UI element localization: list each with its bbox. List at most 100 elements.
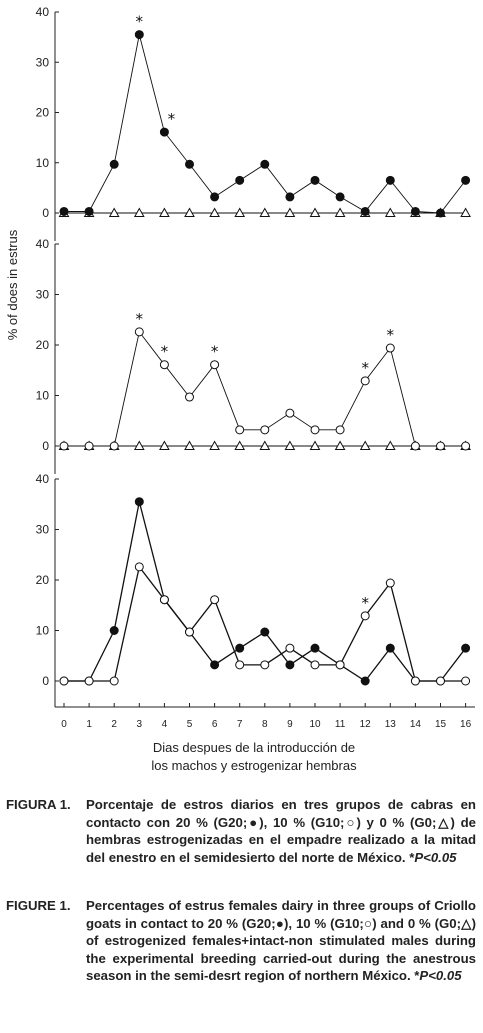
- data-point: [285, 408, 295, 418]
- data-point: [260, 159, 270, 169]
- data-point: [410, 676, 420, 686]
- data-point: [460, 207, 471, 217]
- series-line-filled-circle: [64, 501, 467, 682]
- data-point: [461, 441, 471, 451]
- x-tick-label: 3: [137, 719, 143, 730]
- x-tick-label: 8: [262, 719, 268, 730]
- y-tick-label: 0: [42, 206, 49, 220]
- panel-1: 0 10 20 30 40 * *: [36, 5, 471, 241]
- data-point: [385, 175, 395, 185]
- x-tick-label: 1: [86, 719, 92, 730]
- data-point: [334, 207, 346, 217]
- y-tick-label: 10: [36, 156, 50, 170]
- data-point: [259, 440, 271, 450]
- y-tick-label: 20: [36, 338, 50, 352]
- data-point: [185, 627, 194, 637]
- data-point: [210, 660, 220, 670]
- data-point: [234, 440, 246, 450]
- x-tick-label: 16: [460, 719, 472, 730]
- data-point: [335, 660, 345, 670]
- x-tick-label: 14: [410, 719, 422, 730]
- data-point: [259, 207, 271, 217]
- y-tick-label: 40: [36, 237, 50, 251]
- data-point: [209, 440, 220, 450]
- significance-marker: *: [361, 594, 369, 612]
- caption-spanish-lead: FIGURA 1.: [6, 797, 71, 812]
- data-point: [235, 660, 245, 670]
- data-point: [384, 440, 396, 450]
- y-tick-label: 20: [36, 573, 50, 587]
- data-point: [260, 660, 270, 670]
- data-point: [385, 643, 395, 653]
- y-tick-label: 30: [36, 55, 50, 69]
- data-point: [385, 578, 395, 588]
- data-point: [159, 127, 169, 137]
- data-point: [134, 327, 144, 337]
- data-point: [134, 562, 144, 572]
- data-point: [335, 192, 345, 202]
- series-line-filled-circle: [64, 34, 466, 214]
- significance-marker: *: [211, 343, 219, 361]
- data-point: [285, 192, 295, 202]
- data-point: [284, 207, 296, 217]
- data-point: [210, 595, 220, 605]
- data-point: [285, 660, 295, 670]
- data-point: [310, 425, 320, 435]
- caption-spanish-p: P<0.05: [414, 849, 457, 865]
- significance-marker: *: [387, 326, 395, 344]
- data-point: [461, 643, 471, 653]
- data-point: [109, 159, 119, 169]
- data-point: [59, 441, 69, 451]
- y-tick-label: 40: [36, 472, 50, 486]
- y-tick-label: 40: [36, 5, 50, 19]
- data-point: [436, 676, 445, 686]
- x-tick-label: 12: [360, 719, 372, 730]
- data-point: [461, 676, 471, 686]
- data-point: [210, 360, 220, 370]
- data-point: [185, 392, 194, 402]
- data-point: [109, 626, 119, 635]
- data-point: [133, 440, 145, 450]
- data-point: [384, 207, 396, 217]
- data-point: [309, 440, 321, 450]
- data-point: [359, 440, 371, 450]
- data-point: [260, 425, 270, 435]
- y-tick-label: 0: [42, 439, 49, 453]
- data-point: [159, 360, 169, 370]
- x-tick-label: 10: [309, 719, 321, 730]
- x-tick-label: 9: [287, 719, 293, 730]
- data-point: [461, 175, 471, 185]
- data-point: [360, 376, 370, 386]
- data-point: [385, 343, 395, 353]
- data-point: [235, 425, 245, 435]
- data-point: [133, 207, 145, 217]
- y-tick-label: 10: [36, 389, 50, 403]
- data-point: [84, 441, 94, 451]
- x-tick-label: 2: [111, 719, 117, 730]
- x-axis-label-line2: los machos y estrogenizar hembras: [151, 758, 357, 773]
- caption-spanish-text: Porcentaje de estros diarios en tres gru…: [86, 797, 476, 865]
- caption-english: FIGURE 1. Percentages of estrus females …: [6, 897, 476, 985]
- data-point: [59, 676, 69, 686]
- data-point: [159, 207, 170, 217]
- significance-marker: *: [136, 13, 144, 31]
- y-tick-label: 30: [36, 523, 50, 537]
- data-point: [159, 595, 169, 605]
- x-tick-label: 11: [335, 719, 346, 730]
- significance-marker: *: [161, 343, 169, 361]
- data-point: [334, 440, 346, 450]
- data-point: [260, 627, 270, 637]
- caption-english-lead: FIGURE 1.: [6, 898, 71, 913]
- caption-spanish: FIGURA 1. Porcentaje de estros diarios e…: [6, 796, 476, 866]
- data-point: [84, 676, 94, 686]
- data-point: [234, 207, 246, 217]
- caption-english-text: Percentages of estrus females dairy in t…: [86, 898, 476, 983]
- data-point: [410, 441, 420, 451]
- data-point: [310, 643, 320, 653]
- data-point: [436, 208, 445, 218]
- significance-marker: *: [168, 110, 176, 128]
- x-tick-label: 7: [237, 719, 243, 730]
- data-point: [109, 441, 119, 451]
- significance-marker: *: [136, 310, 144, 328]
